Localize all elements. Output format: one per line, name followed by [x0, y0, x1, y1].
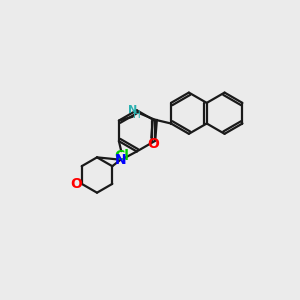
Text: H: H — [133, 110, 141, 120]
Text: N: N — [115, 153, 126, 167]
Text: O: O — [147, 137, 159, 152]
Text: O: O — [70, 177, 82, 191]
Text: N: N — [128, 105, 137, 115]
Text: Cl: Cl — [114, 149, 129, 164]
